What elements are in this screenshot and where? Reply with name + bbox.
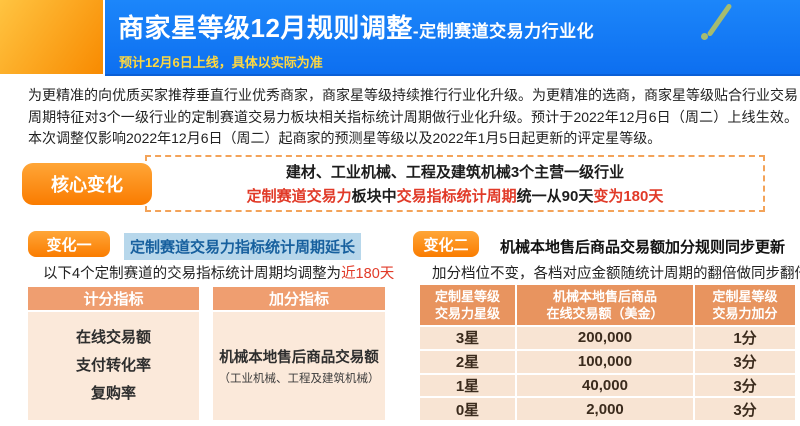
page-title: 商家星等级12月规则调整 -定制赛道交易力行业化 — [118, 8, 594, 45]
change2-description: 加分档位不变，各档对应金额随统计周期的翻倍做同步翻倍 — [432, 266, 800, 282]
change1-description-prefix: 以下4个定制赛道的交易指标统计周期均调整为 — [43, 266, 342, 282]
score-indicator-item: 在线交易额 — [75, 329, 151, 346]
launch-date-note: 预计12月6日上线，具体以实际为准 — [119, 55, 323, 70]
bonus-indicator-header: 加分指标 — [213, 287, 385, 310]
page-title-main: 商家星等级12月规则调整 — [118, 13, 413, 43]
score-indicator-item: 复购率 — [90, 385, 136, 402]
change1-description: 以下4个定制赛道的交易指标统计周期均调整为近180天 — [43, 262, 394, 283]
change1-badge: 变化一 — [28, 231, 110, 257]
bonus-table-cell: 200,000 — [517, 327, 693, 349]
change2-title: 机械本地售后商品交易额加分规则同步更新 — [500, 239, 786, 256]
bonus-table-cell: 1分 — [695, 327, 795, 349]
bonus-indicator-body: 机械本地售后商品交易额 （工业机械、工程及建筑机械） — [213, 312, 385, 420]
core-change-badge: 核心变化 — [22, 163, 152, 205]
core-change-line2-segment: 板块中 — [351, 188, 397, 205]
core-change-line2-segment: 定制赛道交易力 — [246, 188, 352, 205]
core-change-line1: 建材、工业机械、工程及建筑机械3个主营一级行业 — [285, 164, 625, 181]
bonus-table-cell: 100,000 — [517, 350, 693, 373]
bonus-table-cell: 40,000 — [517, 374, 693, 397]
header-orange-block — [0, 0, 103, 74]
header-banner: 商家星等级12月规则调整 -定制赛道交易力行业化 预计12月6日上线，具体以实际… — [105, 0, 800, 76]
change2-badge: 变化二 — [413, 231, 479, 257]
bonus-table-header-cell: 定制星等级 交易力星级 — [420, 285, 515, 325]
core-change-line2-segment: 变为180天 — [593, 188, 664, 205]
score-indicators-header: 计分指标 — [28, 287, 199, 310]
bonus-table-cell: 1星 — [420, 374, 515, 397]
core-change-box: 建材、工业机械、工程及建筑机械3个主营一级行业 定制赛道交易力板块中交易指标统计… — [145, 155, 765, 212]
bonus-indicator-note: （工业机械、工程及建筑机械） — [218, 373, 380, 385]
bonus-table-cell: 0星 — [420, 398, 515, 420]
bonus-table-header-cell: 定制星等级 交易力加分 — [695, 285, 795, 325]
bonus-table-cell: 2,000 — [517, 398, 693, 420]
bonus-table-cell: 3星 — [420, 327, 515, 349]
core-change-line2-segment: 交易指标统计周期 — [396, 188, 517, 205]
bonus-table-header-cell: 机械本地售后商品 在线交易额（美金） — [517, 285, 693, 325]
core-change-line2-segment: 统一从90天 — [516, 188, 594, 205]
change1-title: 定制赛道交易力指标统计周期延长 — [124, 233, 362, 260]
bonus-indicator-box: 加分指标 机械本地售后商品交易额 （工业机械、工程及建筑机械） — [213, 287, 385, 420]
page-title-sub: -定制赛道交易力行业化 — [412, 22, 595, 41]
score-indicators-box: 计分指标 在线交易额支付转化率复购率 — [28, 287, 199, 420]
decorative-dot — [701, 33, 708, 40]
bonus-table-cell: 3分 — [695, 374, 795, 397]
core-change-line2: 定制赛道交易力板块中交易指标统计周期统一从90天变为180天 — [247, 185, 664, 206]
decorative-line — [706, 3, 733, 37]
bonus-table: 定制星等级 交易力星级 机械本地售后商品 在线交易额（美金） 定制星等级 交易力加分 3星 2… — [420, 285, 795, 420]
score-indicators-list: 在线交易额支付转化率复购率 — [28, 312, 199, 420]
score-indicator-item: 支付转化率 — [75, 357, 151, 374]
bonus-table-cell: 3分 — [695, 350, 795, 373]
bonus-table-cell: 3分 — [695, 398, 795, 420]
bonus-indicator-item: 机械本地售后商品交易额 — [219, 350, 379, 366]
bonus-table-cell: 2星 — [420, 350, 515, 373]
intro-paragraph: 为更精准的向优质买家推荐垂直行业优秀商家，商家星等级持续推行行业化升级。为更精准… — [28, 87, 798, 146]
change1-description-highlight: 近180天 — [341, 266, 395, 282]
